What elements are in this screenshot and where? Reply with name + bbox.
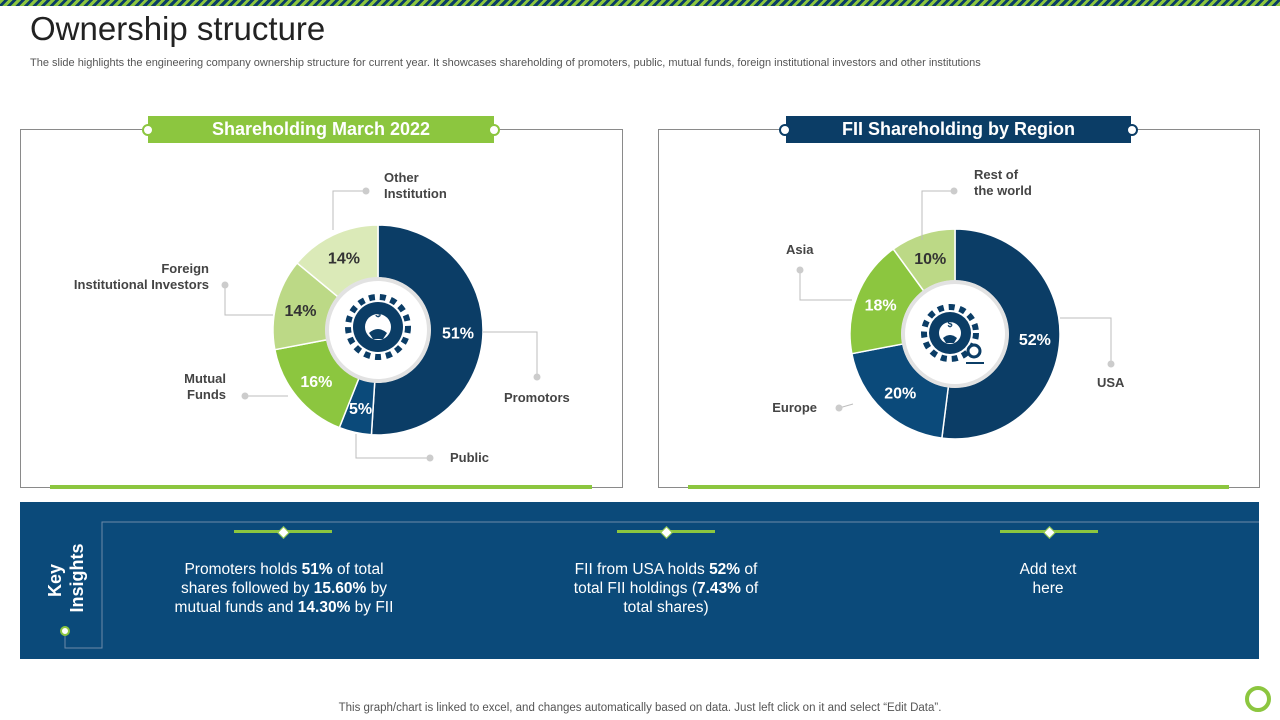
callout-dot-europe [835, 404, 843, 412]
callout-line-usa [1060, 317, 1112, 364]
insight-3-text: Add text here [1019, 561, 1077, 597]
value-label-other-institution: 14% [328, 251, 360, 268]
callout-line-rest-of-the-world [921, 190, 954, 240]
gear-money-location-icon: $ [921, 304, 984, 364]
callout-line-other-institution [332, 190, 366, 230]
callout-line-public [355, 434, 430, 459]
callout-dot-mutual-funds [241, 392, 249, 400]
callout-dot-public [426, 454, 434, 462]
fii-region-donut-chart: 52% 20% 18% 10% USA Europe Asia Rest of the worl… [772, 167, 1125, 440]
category-label-foreign-institutional-investors: Foreign Institutional Investors [74, 261, 209, 292]
value-label-public: 5% [349, 401, 372, 418]
left-panel-accent-bar [50, 485, 592, 489]
corner-ring-decoration [1245, 686, 1271, 712]
value-label-europe: 20% [884, 385, 916, 402]
left-chart-title: Shareholding March 2022 [148, 116, 494, 143]
category-label-mutual-funds: Mutual Funds [184, 371, 226, 402]
callout-line-asia [799, 270, 852, 301]
callout-line-promotors [483, 331, 538, 377]
top-stripe [0, 0, 1280, 6]
callout-dot-rest-of-the-world [950, 187, 958, 195]
value-label-promotors: 51% [442, 326, 474, 343]
category-label-promotors: Promotors [504, 390, 570, 405]
left-title-dot-left [142, 124, 154, 136]
callout-dot-usa [1107, 360, 1115, 368]
value-label-asia: 18% [865, 298, 897, 315]
right-title-dot-left [779, 124, 791, 136]
category-label-public: Public [450, 450, 489, 465]
value-label-foreign-institutional-investors: 14% [284, 303, 316, 320]
insight-1-text: Promoters holds 51% of total shares foll… [174, 561, 394, 616]
footer-note: This graph/chart is linked to excel, and… [338, 702, 942, 714]
value-label-mutual-funds: 16% [300, 374, 332, 391]
value-label-rest-of-the-world: 10% [914, 251, 946, 268]
callout-dot-other-institution [362, 187, 370, 195]
donut-charts: 51% 5% 16% 14% 14% Promotors Public Mutual Funds… [74, 167, 1125, 465]
category-label-europe: Europe [772, 400, 817, 415]
callout-dot-promotors [533, 373, 541, 381]
right-title-dot-right [1126, 124, 1138, 136]
svg-text:$: $ [375, 309, 381, 320]
gear-money-hand-icon: $ [345, 294, 411, 360]
category-label-asia: Asia [786, 242, 814, 257]
value-label-usa: 52% [1019, 332, 1051, 349]
right-panel-accent-bar [688, 485, 1229, 489]
category-label-other-institution: Other Institution [384, 170, 447, 201]
shareholding-donut-chart: 51% 5% 16% 14% 14% Promotors Public Mutual Funds… [74, 170, 570, 465]
svg-text:$: $ [947, 319, 952, 329]
right-chart-title: FII Shareholding by Region [786, 116, 1131, 143]
insight-2-text: FII from USA holds 52% of total FII hold… [573, 561, 759, 616]
callout-dot-foreign-institutional-investors [221, 281, 229, 289]
category-label-usa: USA [1097, 375, 1125, 390]
left-title-dot-right [488, 124, 500, 136]
category-label-rest-of-the-world: Rest of the world [974, 167, 1032, 198]
callout-dot-asia [796, 266, 804, 274]
page-subtitle: The slide highlights the engineering com… [30, 57, 981, 69]
callout-line-foreign-institutional-investors [224, 285, 273, 316]
page-title: Ownership structure [30, 10, 326, 47]
